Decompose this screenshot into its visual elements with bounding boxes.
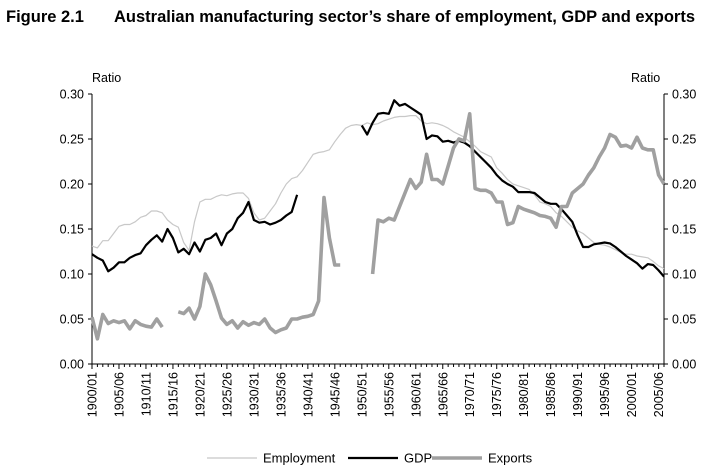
right-y-tick-label: 0.30	[672, 88, 696, 102]
x-tick-label: 1965/66	[436, 372, 450, 417]
chart-legend: Employment GDP Exports	[207, 451, 533, 466]
x-tick-label: 1910/11	[139, 372, 153, 416]
right-y-tick-label: 0.15	[672, 223, 696, 237]
left-y-tick-label: 0.00	[60, 358, 84, 372]
right-axis-label: Ratio	[631, 71, 660, 85]
series-line-gdp	[360, 99, 665, 278]
x-tick-label: 1945/46	[328, 372, 342, 417]
x-tick-label: 1955/56	[382, 372, 396, 417]
right-y-tick-label: 0.00	[672, 358, 696, 372]
legend-label-employment: Employment	[263, 451, 336, 466]
x-tick-label: 1900/01	[86, 372, 100, 417]
x-tick-label: 1920/21	[193, 372, 207, 417]
right-y-tick-label: 0.05	[672, 313, 696, 327]
x-tick-label: 1980/81	[517, 372, 531, 417]
x-tick-label: 1970/71	[463, 372, 477, 417]
x-tick-label: 1925/26	[220, 372, 234, 417]
right-y-tick-label: 0.25	[672, 133, 696, 147]
series-line-exports	[177, 195, 341, 335]
x-tick-label: 2000/01	[625, 372, 639, 417]
x-tick-label: 1950/51	[355, 372, 369, 417]
left-y-tick-label: 0.30	[60, 88, 84, 102]
left-y-tick-label: 0.05	[60, 313, 84, 327]
series-line-gdp	[91, 194, 299, 273]
left-y-tick-label: 0.10	[60, 268, 84, 282]
left-y-tick-label: 0.15	[60, 223, 84, 237]
right-y-tick-label: 0.10	[672, 268, 696, 282]
chart-series	[90, 99, 666, 341]
x-tick-label: 1960/61	[409, 372, 423, 417]
left-y-tick-label: 0.20	[60, 178, 84, 192]
right-y-tick-label: 0.20	[672, 178, 696, 192]
figure-title: Australian manufacturing sector’s share …	[113, 8, 695, 26]
series-line-exports	[90, 312, 164, 341]
x-tick-label: 1915/16	[166, 372, 180, 417]
series-line-employment	[91, 115, 665, 270]
x-tick-label: 1940/41	[301, 372, 315, 417]
x-tick-label: 1990/91	[571, 372, 585, 417]
x-tick-label: 1985/86	[544, 372, 558, 417]
x-tick-label: 1975/76	[490, 372, 504, 417]
figure-header: Figure 2.1 Australian manufacturing sect…	[6, 8, 695, 27]
x-tick-label: 1930/31	[247, 372, 261, 417]
series-line-exports	[370, 112, 666, 275]
x-tick-label: 1935/36	[274, 372, 288, 417]
left-axis-label: Ratio	[92, 71, 121, 85]
left-y-tick-label: 0.25	[60, 133, 84, 147]
x-tick-label: 2005/06	[652, 372, 666, 417]
legend-label-gdp: GDP	[404, 451, 432, 466]
x-tick-label: 1995/96	[598, 372, 612, 417]
x-tick-label: 1905/06	[112, 372, 126, 417]
chart-axes: 0.00 0.00 0.05 0.05 0.10 0.10 0.15 0.15 0.20 0.20…	[60, 88, 697, 418]
figure-number: Figure 2.1	[6, 8, 84, 26]
legend-label-exports: Exports	[488, 451, 533, 466]
